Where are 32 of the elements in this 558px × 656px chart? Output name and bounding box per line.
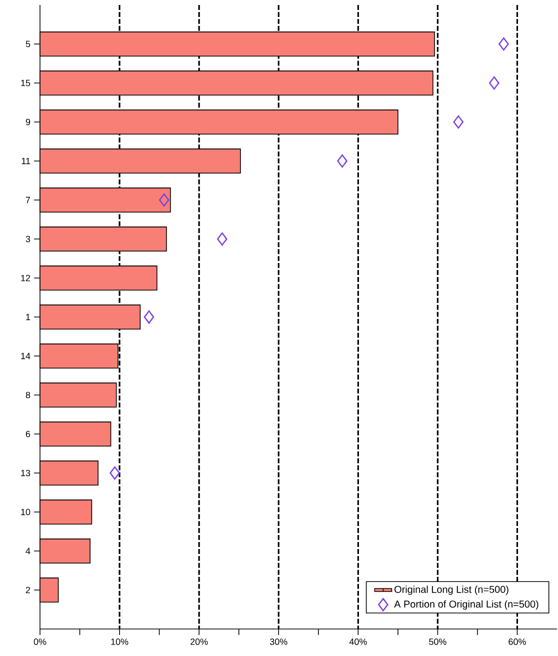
y-tick-label: 12 [21, 274, 30, 282]
point [158, 193, 170, 207]
point [217, 232, 228, 246]
x-tick-label: 50% [429, 638, 446, 645]
legend-label: Original Long List (n=500) [394, 586, 508, 595]
x-tick-label: 30% [270, 638, 288, 645]
y-tick-label: 9 [26, 118, 30, 126]
y-tick-label: 3 [26, 236, 30, 242]
x-tick-label: 0% [34, 638, 46, 645]
y-tick-label: 15 [21, 80, 30, 86]
y-tick-label: 4 [26, 548, 30, 554]
y-tick-label: 5 [26, 40, 30, 48]
y-tick-label: 7 [26, 196, 30, 204]
y-tick-label: 8 [26, 392, 30, 398]
y-tick-label: 2 [26, 586, 30, 594]
point [144, 310, 154, 324]
y-tick-label: 1 [26, 314, 30, 320]
y-tick-label: 11 [22, 158, 30, 164]
x-tick-label: 60% [508, 638, 526, 645]
legend-label: A Portion of Original List (n=500) [394, 600, 538, 610]
point [498, 37, 509, 51]
y-tick-label: 10 [21, 508, 30, 516]
x-tick-label: 40% [349, 638, 367, 645]
point [110, 466, 120, 480]
point [489, 76, 500, 90]
y-tick-label: 13 [21, 470, 30, 476]
y-tick-label: 14 [21, 352, 30, 360]
x-tick-label: 10% [111, 638, 128, 645]
x-tick-label: 20% [190, 638, 208, 645]
point [453, 115, 464, 129]
y-tick-label: 6 [26, 430, 30, 438]
point [337, 154, 348, 168]
